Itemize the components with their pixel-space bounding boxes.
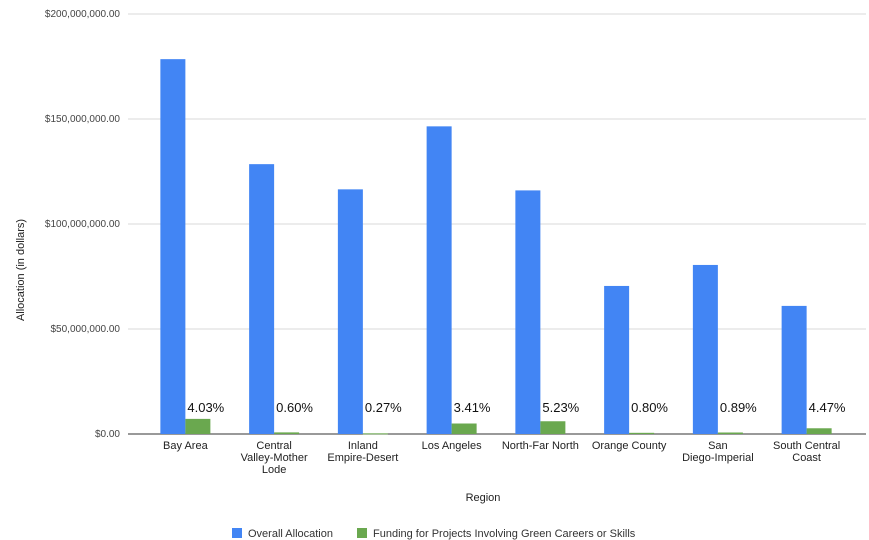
bar-green-careers-funding (806, 428, 832, 434)
bar-overall-allocation (781, 305, 807, 434)
data-label-percent: 0.27% (365, 400, 402, 415)
legend-swatch (357, 528, 367, 538)
bar-green-careers-funding (451, 423, 477, 434)
x-axis-title: Region (466, 492, 501, 504)
bar-overall-allocation (604, 285, 630, 434)
data-label-percent: 0.89% (720, 400, 757, 415)
y-axis-tick-labels: $0.00 $50,000,000.00 $100,000,000.00 $150,0… (45, 9, 121, 440)
y-tick-label: $50,000,000.00 (50, 324, 120, 335)
y-tick-label: $150,000,000.00 (45, 114, 121, 125)
bar-overall-allocation (160, 59, 186, 435)
data-label-percent: 0.60% (276, 400, 313, 415)
x-tick-label: North-Far North (502, 440, 579, 452)
data-labels: 4.03% 0.60% 0.27% 3.41% 5.23% 0.80% 0.89% 4.47% (187, 400, 846, 415)
gridlines (128, 13, 866, 435)
legend-swatch (232, 528, 242, 538)
y-tick-label: $100,000,000.00 (45, 219, 121, 230)
data-label-percent: 4.47% (809, 400, 846, 415)
data-label-percent: 5.23% (542, 400, 579, 415)
bar-green-careers-funding (274, 432, 300, 434)
data-label-percent: 4.03% (187, 400, 224, 415)
x-tick-label: San Diego-Imperial (682, 440, 754, 464)
data-label-percent: 3.41% (454, 400, 491, 415)
y-tick-label: $200,000,000.00 (45, 9, 121, 20)
bar-green-careers-funding (717, 432, 743, 434)
x-tick-label: South Central Coast (773, 440, 840, 464)
bar-green-careers-funding (629, 432, 655, 434)
bar-green-careers-funding (362, 433, 388, 435)
bar-green-careers-funding (540, 421, 566, 434)
y-tick-label: $0.00 (95, 429, 120, 440)
bar-green-careers-funding (185, 418, 211, 434)
bar-overall-allocation (337, 189, 363, 434)
x-tick-label: Inland Empire-Desert (327, 440, 398, 464)
bar-overall-allocation (426, 126, 452, 434)
bars (160, 59, 832, 435)
x-tick-label: Los Angeles (422, 440, 482, 452)
legend: Overall Allocation Funding for Projects I… (232, 528, 636, 540)
x-axis-category-labels: Bay Area Central Valley-Mother Lode Inland Em… (163, 440, 840, 476)
x-tick-label: Bay Area (163, 440, 209, 452)
legend-label: Funding for Projects Involving Green Car… (373, 528, 636, 540)
x-tick-label: Orange County (592, 440, 667, 452)
bar-overall-allocation (515, 190, 541, 434)
data-label-percent: 0.80% (631, 400, 668, 415)
bar-overall-allocation (249, 164, 275, 434)
legend-label: Overall Allocation (248, 528, 333, 540)
bar-overall-allocation (692, 264, 718, 434)
y-axis-title: Allocation (in dollars) (15, 219, 27, 321)
x-tick-label: Central Valley-Mother Lode (241, 440, 308, 476)
